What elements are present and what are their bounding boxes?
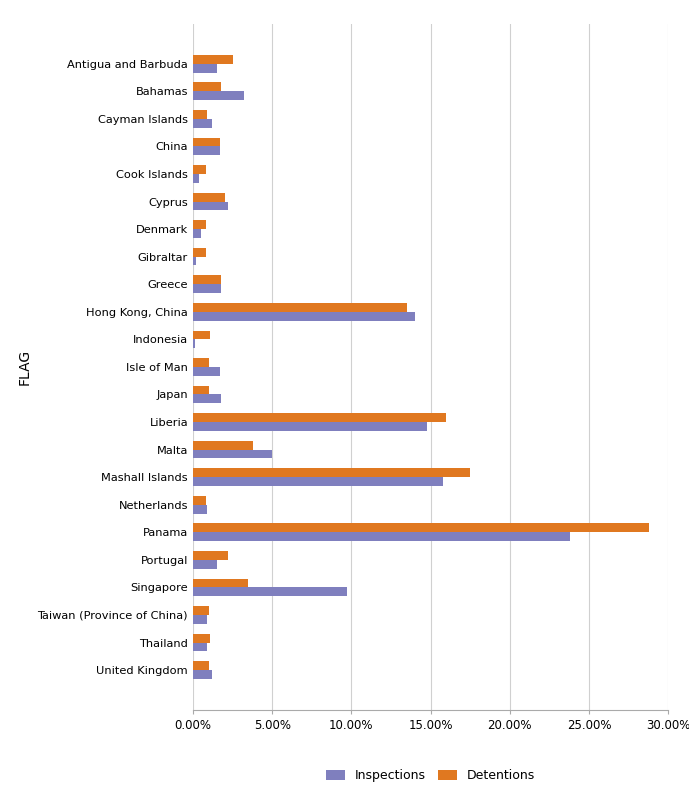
Bar [193,248,205,256]
Bar [193,422,427,431]
Bar [193,229,201,238]
Bar [193,533,570,541]
Bar [193,413,446,422]
Bar [193,505,207,514]
Bar [193,174,199,183]
Bar [193,386,209,394]
Bar [193,110,207,119]
Bar [193,303,407,312]
Bar [193,587,347,596]
Bar [193,661,209,670]
Bar [193,137,220,147]
Bar [193,331,210,339]
Bar [193,119,212,128]
Bar [193,394,221,403]
Bar [193,441,253,450]
Bar [193,275,221,284]
Bar [193,165,205,174]
Bar [193,193,225,201]
Bar [193,147,220,155]
Bar [193,495,205,505]
Bar [193,64,216,73]
Bar [193,578,248,587]
Bar [193,82,221,92]
Bar [193,256,196,265]
Bar [193,634,210,642]
Legend: Inspections, Detentions: Inspections, Detentions [321,765,540,787]
Bar [193,642,207,652]
Bar [193,551,228,560]
Bar [193,450,272,458]
Bar [193,284,221,293]
Bar [193,606,209,615]
Bar [193,92,244,100]
Bar [193,358,209,367]
Bar [193,220,205,229]
Bar [193,523,649,533]
Y-axis label: FLAG: FLAG [18,349,32,385]
Bar [193,339,195,348]
Bar [193,670,212,679]
Bar [193,615,207,624]
Bar [193,312,415,320]
Bar [193,560,216,569]
Bar [193,469,470,477]
Bar [193,201,228,211]
Bar [193,477,443,486]
Bar [193,55,233,64]
Bar [193,367,220,376]
